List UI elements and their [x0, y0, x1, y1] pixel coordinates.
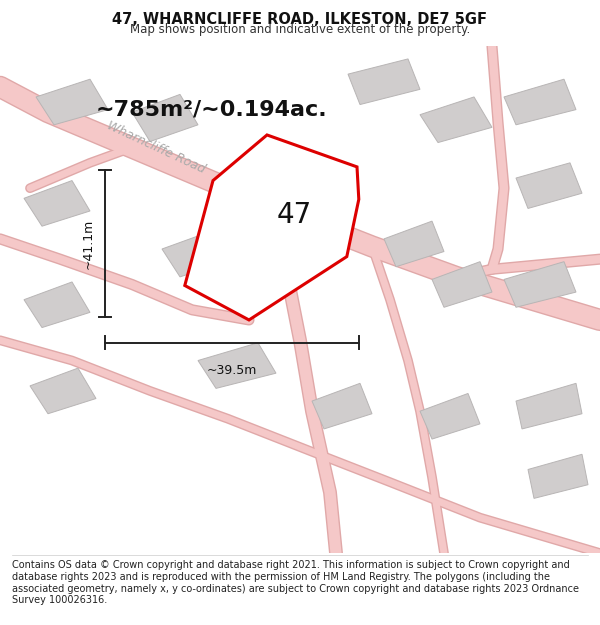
Text: ~41.1m: ~41.1m — [81, 219, 94, 269]
Polygon shape — [504, 79, 576, 125]
Polygon shape — [420, 394, 480, 439]
Polygon shape — [432, 262, 492, 308]
Polygon shape — [24, 282, 90, 328]
Polygon shape — [384, 221, 444, 267]
Text: 47, WHARNCLIFFE ROAD, ILKESTON, DE7 5GF: 47, WHARNCLIFFE ROAD, ILKESTON, DE7 5GF — [113, 11, 487, 26]
Text: ~785m²/~0.194ac.: ~785m²/~0.194ac. — [96, 99, 328, 119]
Polygon shape — [24, 181, 90, 226]
Polygon shape — [198, 342, 276, 388]
Text: Map shows position and indicative extent of the property.: Map shows position and indicative extent… — [130, 23, 470, 36]
Polygon shape — [162, 234, 219, 277]
Polygon shape — [420, 97, 492, 142]
Polygon shape — [516, 383, 582, 429]
Polygon shape — [504, 262, 576, 308]
Polygon shape — [132, 94, 198, 141]
Polygon shape — [516, 163, 582, 209]
Polygon shape — [528, 454, 588, 498]
Text: Contains OS data © Crown copyright and database right 2021. This information is : Contains OS data © Crown copyright and d… — [12, 560, 579, 605]
Polygon shape — [30, 368, 96, 414]
Text: ~39.5m: ~39.5m — [207, 364, 257, 377]
Text: Wharncliffe Road: Wharncliffe Road — [105, 119, 207, 176]
Polygon shape — [36, 79, 108, 125]
Polygon shape — [312, 383, 372, 429]
Polygon shape — [185, 135, 359, 320]
Text: 47: 47 — [277, 201, 312, 229]
Polygon shape — [348, 59, 420, 104]
